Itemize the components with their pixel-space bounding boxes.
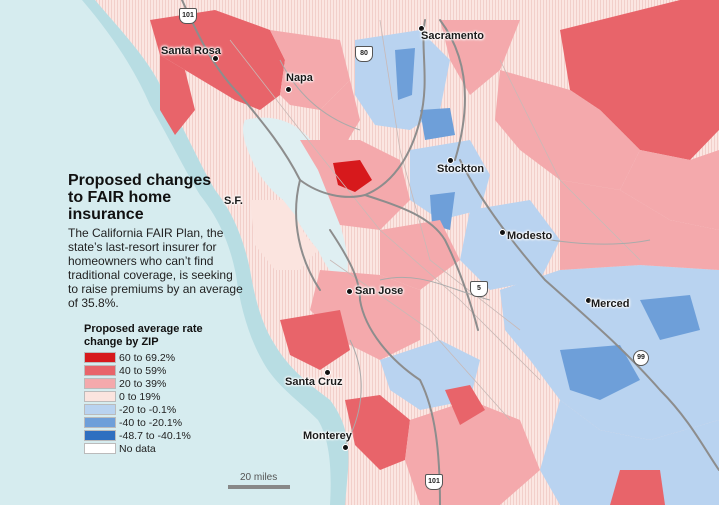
legend-item: 60 to 69.2% (84, 351, 204, 364)
bay (242, 117, 348, 285)
highway-101-shield: 101 (179, 8, 197, 24)
highways (181, 0, 719, 505)
legend-label: 40 to 59% (119, 364, 167, 377)
region-livermore-pink (380, 220, 460, 290)
legend-swatch (84, 404, 116, 415)
legend-swatch (84, 430, 116, 441)
city-label-santa-cruz: Santa Cruz (285, 376, 343, 388)
legend-swatch (84, 391, 116, 402)
legend-label: -20 to -0.1% (119, 403, 177, 416)
region-merced-blue-dark2 (640, 295, 700, 340)
legend-item: 20 to 39% (84, 377, 204, 390)
minor-roads (279, 59, 651, 446)
stockton-dot (447, 157, 454, 164)
region-merced-blue-dark (560, 345, 640, 400)
legend-label: 60 to 69.2% (119, 351, 176, 364)
legend-swatch (84, 378, 116, 389)
legend-item: -40 to -20.1% (84, 416, 204, 429)
legend-label: -48.7 to -40.1% (119, 429, 191, 442)
city-label-santa-rosa: Santa Rosa (161, 45, 221, 57)
scale-bar (228, 485, 290, 489)
city-label-monterey: Monterey (303, 430, 352, 442)
legend-swatch (84, 365, 116, 376)
monterey-dot (342, 444, 349, 451)
santa-cruz-dot (324, 369, 331, 376)
city-label-sf: S.F. (224, 195, 243, 207)
region-stockton-blue (410, 140, 490, 220)
legend-title: Proposed average rate change by ZIP (84, 323, 203, 348)
legend-item: No data (84, 442, 204, 455)
santa-rosa-dot (212, 55, 219, 62)
region-monterey-red (345, 395, 410, 470)
map-description: The California FAIR Plan, the state’s la… (68, 226, 243, 310)
city-label-sacramento: Sacramento (421, 30, 484, 42)
region-sac-blue-dark (395, 48, 415, 100)
san-jose-dot (346, 288, 353, 295)
city-label-napa: Napa (286, 72, 313, 84)
region-se-blue (540, 400, 719, 505)
ocean-shallow (82, 0, 349, 505)
region-stockton-blue-dark (430, 192, 455, 230)
highway-101-south-shield: 101 (425, 474, 443, 490)
highway-5-shield: 5 (470, 281, 488, 297)
region-peninsula-light (250, 200, 318, 270)
region-santacruz-red (280, 310, 350, 370)
region-ne-red (560, 0, 719, 160)
sacramento-dot (418, 25, 425, 32)
highway-80-shield: 80 (355, 46, 373, 62)
legend: Proposed average rate change by ZIP 60 t… (84, 323, 204, 455)
legend-swatch (84, 352, 116, 363)
merced-dot (585, 297, 592, 304)
legend-item: -20 to -0.1% (84, 403, 204, 416)
legend-item: -48.7 to -40.1% (84, 429, 204, 442)
legend-label: No data (119, 442, 156, 455)
region-ne-pink2 (620, 150, 719, 230)
region-east-pink (560, 180, 719, 270)
region-ne-pink (495, 70, 640, 190)
region-sac-blue-dark2 (420, 108, 455, 140)
map-title: Proposed changes to FAIR home insurance (68, 172, 212, 223)
region-north-coast (160, 55, 195, 135)
city-label-merced: Merced (591, 298, 630, 310)
city-label-san-jose: San Jose (355, 285, 404, 297)
scale-label: 20 miles (240, 472, 278, 483)
napa-dot (285, 86, 292, 93)
region-south-red (445, 385, 485, 425)
city-label-modesto: Modesto (507, 230, 553, 242)
highway-99-shield: 99 (633, 350, 649, 366)
region-sac-pink (440, 20, 520, 95)
legend-swatch (84, 443, 116, 454)
legend-label: -40 to -20.1% (119, 416, 183, 429)
region-napa-light (320, 80, 360, 145)
city-label-stockton: Stockton (437, 163, 485, 175)
legend-label: 20 to 39% (119, 377, 167, 390)
legend-label: 0 to 19% (119, 390, 161, 403)
legend-swatch (84, 417, 116, 428)
modesto-dot (499, 229, 506, 236)
legend-item: 40 to 59% (84, 364, 204, 377)
legend-item: 0 to 19% (84, 390, 204, 403)
region-se-red (610, 470, 665, 505)
